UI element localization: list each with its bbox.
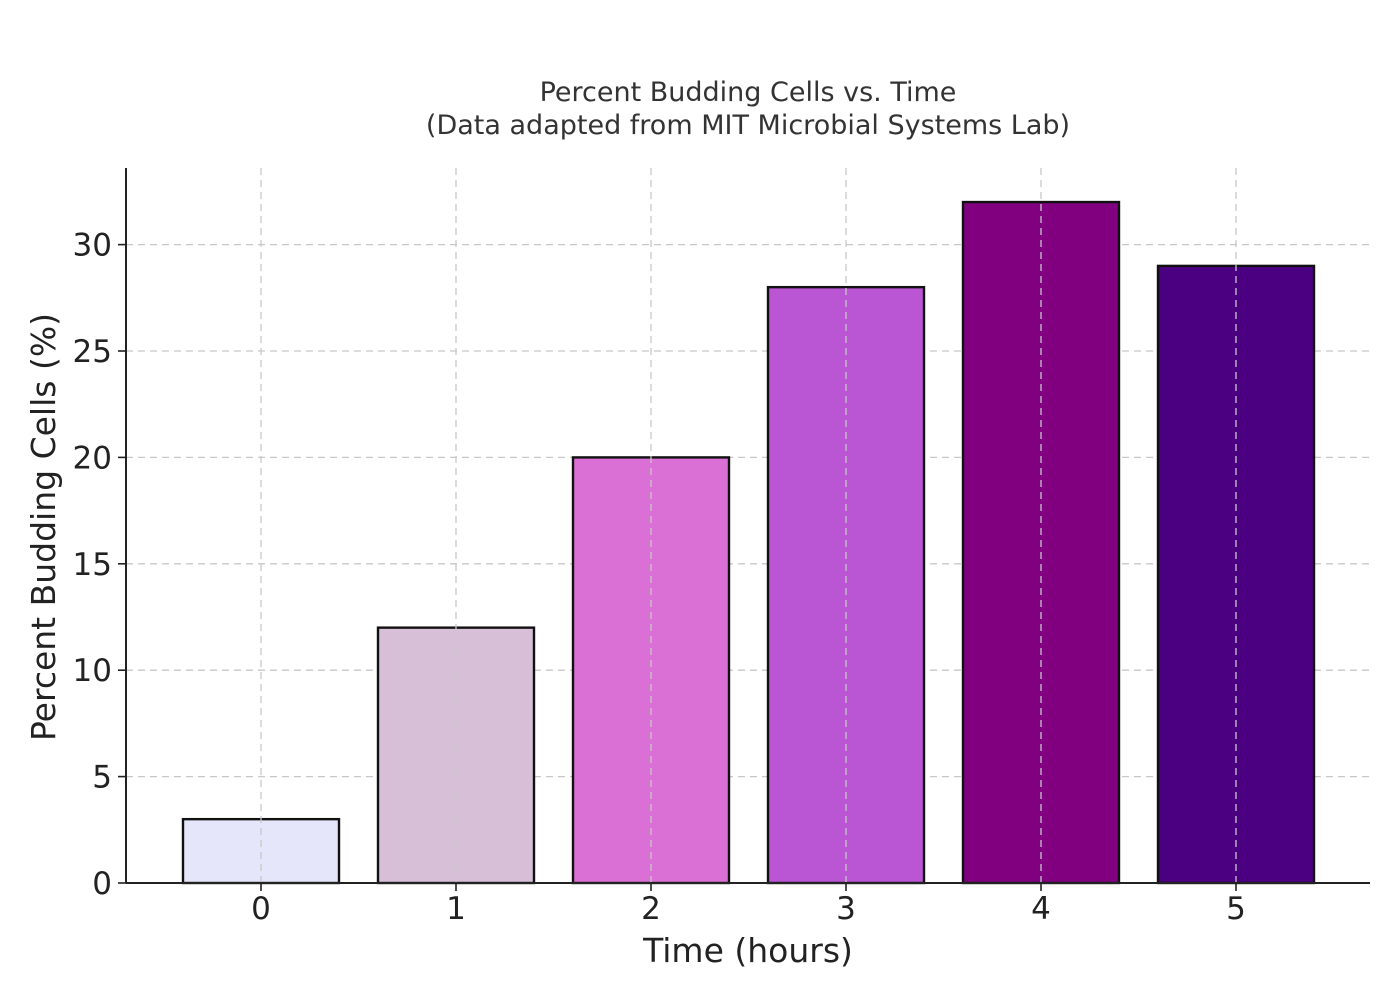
chart-subtitle: (Data adapted from MIT Microbial Systems… bbox=[426, 110, 1070, 141]
y-tick-label: 0 bbox=[92, 866, 112, 902]
x-tick-label: 3 bbox=[836, 891, 856, 927]
y-tick-label: 10 bbox=[73, 653, 112, 689]
y-axis-label: Percent Budding Cells (%) bbox=[24, 313, 63, 741]
ticks: 0 5 10 15 20 25 30 0 1 2 3 4 5 bbox=[73, 228, 1246, 927]
y-tick-label: 30 bbox=[73, 228, 112, 264]
x-tick-label: 0 bbox=[251, 891, 271, 927]
y-tick-label: 25 bbox=[73, 334, 112, 370]
x-tick-label: 1 bbox=[446, 891, 466, 927]
x-tick-label: 2 bbox=[641, 891, 661, 927]
x-axis-label: Time (hours) bbox=[642, 931, 853, 970]
x-tick-label: 5 bbox=[1226, 891, 1246, 927]
chart-title: Percent Budding Cells vs. Time bbox=[540, 77, 957, 108]
y-tick-label: 20 bbox=[73, 440, 112, 476]
x-tick-label: 4 bbox=[1031, 891, 1051, 927]
y-tick-label: 5 bbox=[92, 760, 112, 796]
y-tick-label: 15 bbox=[73, 547, 112, 583]
bar-5 bbox=[1156, 264, 1316, 885]
axes bbox=[125, 168, 1370, 884]
bars bbox=[181, 200, 1316, 885]
